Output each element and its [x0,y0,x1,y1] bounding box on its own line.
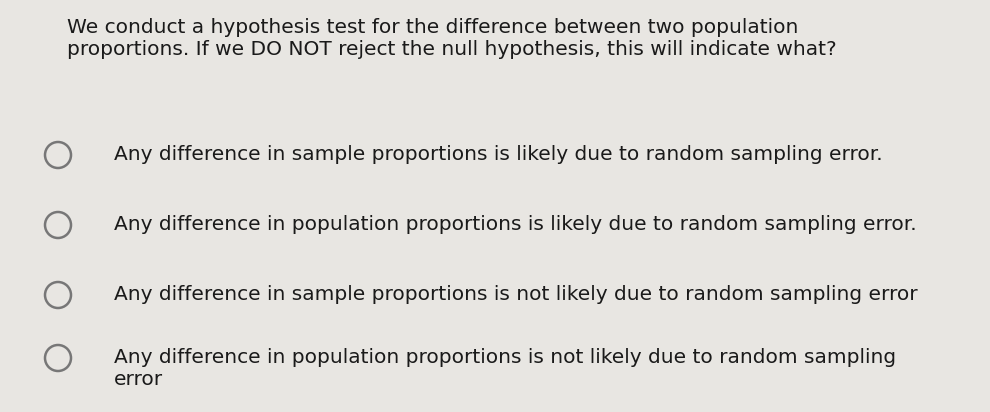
Text: Any difference in population proportions is likely due to random sampling error.: Any difference in population proportions… [114,215,917,234]
Text: Any difference in population proportions is not likely due to random sampling
er: Any difference in population proportions… [114,348,896,389]
Text: Any difference in sample proportions is not likely due to random sampling error: Any difference in sample proportions is … [114,285,918,304]
Text: Any difference in sample proportions is likely due to random sampling error.: Any difference in sample proportions is … [114,145,882,164]
Text: proportions. If we DO NOT reject the null hypothesis, this will indicate what?: proportions. If we DO NOT reject the nul… [67,40,837,59]
Text: We conduct a hypothesis test for the difference between two population: We conduct a hypothesis test for the dif… [67,18,799,37]
